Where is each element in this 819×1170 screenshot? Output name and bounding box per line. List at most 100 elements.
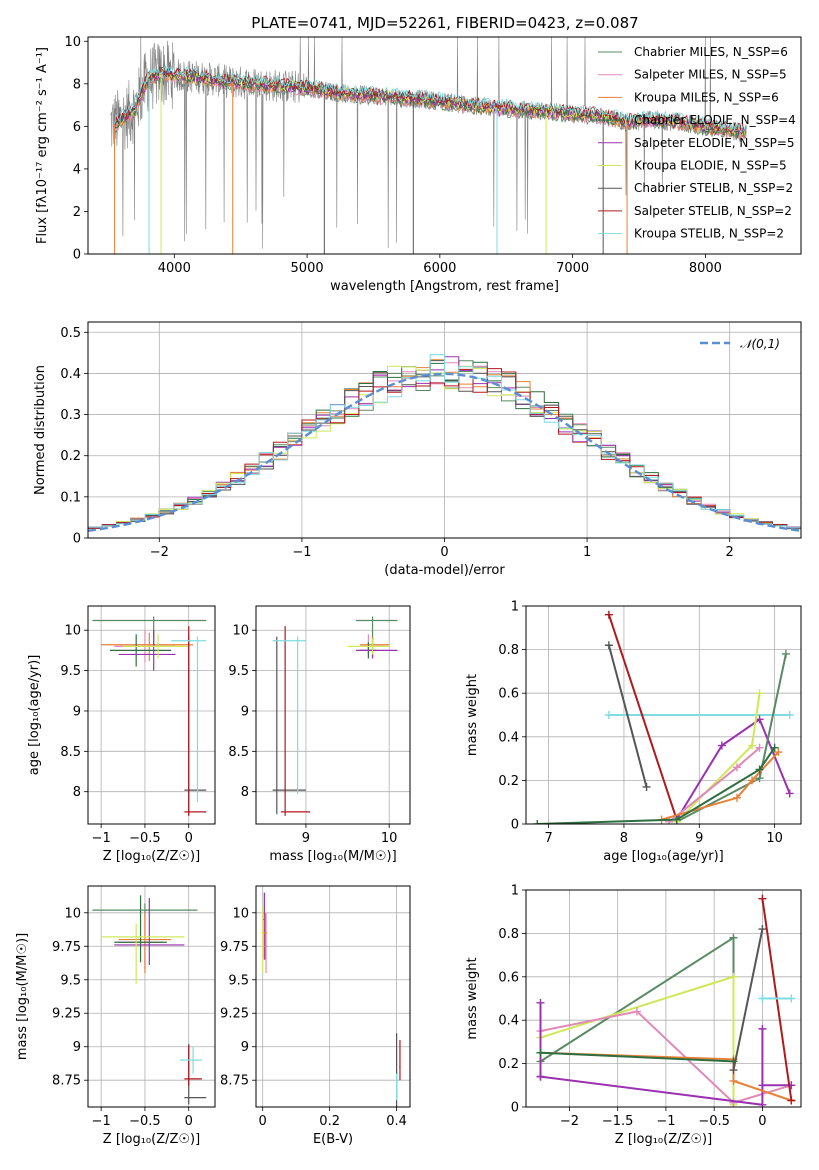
plot-area bbox=[262, 892, 401, 1107]
x-tick-label: 0.4 bbox=[386, 1114, 407, 1129]
y-tick-label: 10 bbox=[232, 906, 249, 921]
legend-entry: Chabrier ELODIE, N_SSP=4 bbox=[634, 113, 796, 127]
y-tick-label: 10 bbox=[64, 906, 81, 921]
weight-series-chabrier-stelib bbox=[732, 928, 764, 1071]
weight-series-chabrier-elodie bbox=[540, 1051, 734, 1063]
legend-entry: Salpeter MILES, N_SSP=5 bbox=[634, 68, 787, 82]
weight-point-marker bbox=[774, 748, 783, 757]
axes-frame bbox=[87, 885, 216, 1108]
figure-title: PLATE=0741, MJD=52261, FIBERID=0423, z=0… bbox=[251, 14, 638, 32]
weight-point-marker bbox=[770, 743, 779, 752]
weight-series-salpeter-elodie bbox=[539, 1002, 792, 1106]
plot-area bbox=[536, 894, 796, 1107]
weight-point-marker bbox=[785, 789, 794, 798]
x-tick-label: 6000 bbox=[423, 261, 456, 276]
y-tick-label: 0.4 bbox=[498, 730, 519, 745]
x-tick-label: 1 bbox=[583, 545, 591, 560]
weight-series-salpeter-stelib bbox=[761, 898, 793, 1101]
y-tick-label: 0.8 bbox=[498, 643, 519, 658]
plot-area bbox=[92, 895, 207, 1105]
y-tick-label: 0 bbox=[511, 1101, 519, 1116]
y-tick-label: 9.5 bbox=[60, 664, 81, 679]
weight-point-marker bbox=[758, 925, 767, 934]
weight-series-chabrier-elodie bbox=[537, 747, 776, 824]
weight-point-marker bbox=[787, 1096, 796, 1105]
y-axis-label: Flux [fλ10⁻¹⁷ erg cm⁻² s⁻¹ A⁻¹] bbox=[35, 47, 50, 244]
y-tick-label: 9.25 bbox=[52, 1007, 81, 1022]
y-tick-label: 10 bbox=[232, 624, 249, 639]
plot-area bbox=[88, 354, 801, 532]
weight-point-marker bbox=[781, 649, 790, 658]
x-tick-label: 0.2 bbox=[319, 1114, 340, 1129]
x-tick-label: 10 bbox=[381, 831, 398, 846]
x-tick-label: −0.5 bbox=[129, 831, 161, 846]
spectrum-panel: 4000 5000 6000 7000 8000 0 2 4 6 8 10 wavelength [A… bbox=[35, 35, 802, 294]
y-tick-label: 9.5 bbox=[60, 973, 81, 988]
weight-point-marker bbox=[642, 782, 651, 791]
y-tick-label: 0.2 bbox=[498, 774, 519, 789]
mass-vs-ebv-panel: 0 0.2 0.4 8.75 9 9.25 9.5 9.75 10 E(B-V) bbox=[220, 885, 411, 1147]
weight-point-marker bbox=[533, 820, 542, 824]
x-axis-label: (data-model)/error bbox=[384, 563, 505, 578]
y-tick-label: 0.2 bbox=[498, 1057, 519, 1072]
x-tick-label: −2 bbox=[150, 545, 169, 560]
legend-entry: 𝒩(0,1) bbox=[740, 337, 780, 351]
plot-area bbox=[92, 616, 207, 816]
x-axis-label: E(B-V) bbox=[313, 1132, 353, 1147]
histogram-salpeter-stelib bbox=[88, 368, 801, 529]
x-tick-label: 2 bbox=[726, 545, 734, 560]
weight-point-marker bbox=[758, 1081, 767, 1090]
legend-entry: Kroupa MILES, N_SSP=6 bbox=[634, 90, 779, 104]
weight-point-marker bbox=[729, 1066, 738, 1075]
x-tick-label: 4000 bbox=[158, 261, 191, 276]
legend-entry: Salpeter STELIB, N_SSP=2 bbox=[634, 204, 792, 218]
y-tick-label: 8.75 bbox=[52, 1074, 81, 1089]
weight-series-chabrier-stelib bbox=[607, 644, 648, 788]
x-axis-label: age [log₁₀(age/yr)] bbox=[603, 849, 724, 864]
weight-point-marker bbox=[748, 776, 757, 785]
y-tick-label: 9 bbox=[73, 704, 81, 719]
y-tick-label: 8 bbox=[73, 77, 81, 92]
weight-series-salpeter-stelib bbox=[607, 614, 678, 820]
plot-area bbox=[110, 37, 747, 254]
weight-point-marker bbox=[755, 689, 764, 698]
weight-point-marker bbox=[536, 998, 545, 1007]
weight-point-marker bbox=[758, 994, 767, 1003]
x-tick-label: 0 bbox=[185, 831, 193, 846]
y-tick-label: 9.75 bbox=[52, 940, 81, 955]
x-axis-label: wavelength [Angstrom, rest frame] bbox=[330, 279, 559, 294]
y-tick-label: 0.1 bbox=[60, 490, 81, 505]
y-axis-label: mass weight bbox=[465, 957, 480, 1039]
weight-point-marker bbox=[732, 763, 741, 772]
axes-frame bbox=[525, 889, 802, 1108]
y-tick-label: 10 bbox=[64, 624, 81, 639]
y-axis-label: mass weight bbox=[465, 674, 480, 756]
x-tick-label: 9 bbox=[695, 831, 703, 846]
x-tick-label: −1 bbox=[656, 1114, 675, 1129]
y-tick-label: 8.75 bbox=[220, 1074, 249, 1089]
x-axis-label: Z [log₁₀(Z/Z☉)] bbox=[103, 1132, 200, 1147]
x-axis-label: Z [log₁₀(Z/Z☉)] bbox=[615, 1132, 712, 1147]
y-tick-label: 1 bbox=[511, 600, 519, 615]
weight-point-marker bbox=[785, 711, 794, 719]
weight-point-marker bbox=[729, 1076, 738, 1085]
y-tick-label: 0.6 bbox=[498, 687, 519, 702]
legend-entry: Kroupa STELIB, N_SSP=2 bbox=[634, 227, 784, 241]
x-axis-label: mass [log₁₀(M/M☉)] bbox=[269, 849, 396, 864]
weight-point-marker bbox=[729, 1057, 738, 1066]
x-tick-label: 0 bbox=[440, 545, 448, 560]
x-tick-label: 0 bbox=[185, 1114, 193, 1129]
y-tick-label: 0.2 bbox=[60, 449, 81, 464]
y-tick-label: 0.4 bbox=[60, 367, 81, 382]
y-tick-label: 0.8 bbox=[498, 927, 519, 942]
axes-frame bbox=[255, 605, 411, 825]
y-tick-label: 1 bbox=[511, 884, 519, 899]
y-tick-label: 0.4 bbox=[498, 1014, 519, 1029]
mass-vs-Z-panel: −1 −0.5 0 8.75 9 9.25 9.5 9.75 10 Z [log₁₀(Z/Z☉)]… bbox=[15, 885, 216, 1147]
x-tick-label: −1 bbox=[92, 831, 111, 846]
weight-point-marker bbox=[755, 743, 764, 752]
x-tick-label: 7 bbox=[544, 831, 552, 846]
weight-point-marker bbox=[729, 1098, 738, 1107]
x-tick-label: 9 bbox=[302, 831, 310, 846]
